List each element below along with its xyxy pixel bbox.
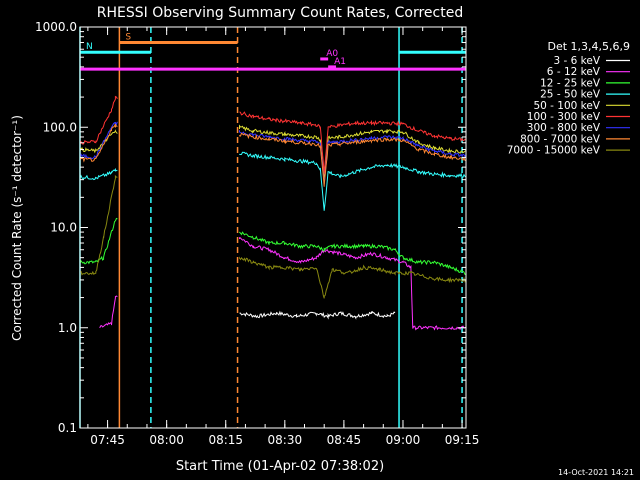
flag-label: A0 (326, 49, 338, 59)
series-line (79, 121, 467, 184)
series-line (79, 123, 466, 187)
legend-label: 25 - 50 keV (540, 89, 601, 101)
y-tick-label: 100.0 (43, 120, 77, 134)
legend-label: 300 - 800 keV (527, 122, 601, 134)
chart-title: RHESSI Observing Summary Count Rates, Co… (97, 5, 463, 21)
y-axis-label: Corrected Count Rate (s⁻¹ detector⁻¹) (10, 115, 24, 341)
x-tick-label: 08:00 (149, 433, 184, 447)
y-tick-label: 10.0 (50, 221, 77, 235)
series-line (79, 174, 467, 299)
legend-label: 12 - 25 keV (540, 77, 601, 89)
axes: 0.1 1.0 10.0 100.0 1000.0 07:45 08:00 08:15 08:3… (35, 20, 479, 447)
flag-label: S (125, 33, 131, 43)
x-tick-label: 08:15 (208, 433, 243, 447)
series-line (239, 310, 396, 320)
series-line (79, 95, 467, 174)
legend-label: 50 - 100 keV (533, 100, 600, 112)
plot-frame (79, 26, 467, 429)
legend-label: 3 - 6 keV (553, 55, 600, 67)
flag-label: N (86, 42, 93, 52)
legend-label: 800 - 7000 keV (520, 133, 601, 145)
series-line (99, 237, 467, 331)
x-tick-label: 07:45 (90, 433, 125, 447)
flag-label: A1 (334, 57, 346, 67)
y-tick-label: 1000.0 (35, 20, 77, 34)
series-line (79, 151, 467, 211)
series-line (79, 124, 467, 181)
x-tick-label: 09:15 (445, 433, 480, 447)
legend-label: 7000 - 15000 keV (507, 145, 601, 157)
y-tick-label: 1.0 (58, 321, 77, 335)
vertical-markers (79, 27, 463, 428)
legend-label: 6 - 12 keV (547, 66, 601, 78)
x-axis-label: Start Time (01-Apr-02 07:38:02) (176, 459, 384, 474)
x-tick-label: 08:30 (268, 433, 303, 447)
generated-timestamp: 14-Oct-2021 14:21 (558, 468, 634, 477)
legend-label: 100 - 300 keV (527, 111, 601, 123)
x-tick-label: 09:00 (386, 433, 421, 447)
y-tick-label: 0.1 (58, 421, 77, 435)
legend-title: Det 1,3,4,5,6,9 (547, 40, 630, 53)
series-lines (79, 95, 467, 331)
x-tick-label: 08:45 (327, 433, 362, 447)
